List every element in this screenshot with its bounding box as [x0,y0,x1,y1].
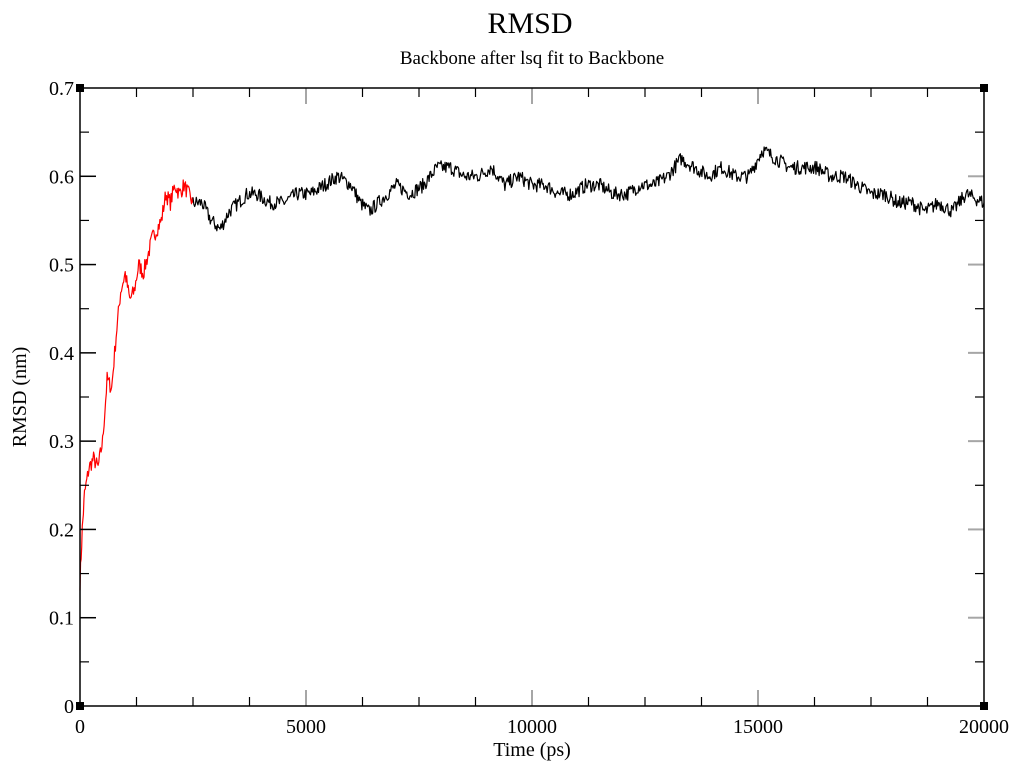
y-tick-label-5: 0.5 [49,255,74,277]
corner-handle-3 [980,702,988,710]
y-tick-label-2: 0.2 [49,519,74,541]
corner-handle-0 [76,84,84,92]
x-tick-label-0: 0 [75,716,85,738]
x-tick-label-2: 10000 [507,716,557,738]
y-tick-label-1: 0.1 [49,608,74,630]
y-tick-label-4: 0.4 [49,343,74,365]
x-axis-label: Time (ps) [493,739,571,761]
tick-layer [80,88,984,706]
y-tick-label-6: 0.6 [49,166,74,188]
x-tick-label-4: 20000 [959,716,1009,738]
y-tick-label-3: 0.3 [49,431,74,453]
corner-handle-1 [980,84,988,92]
y-tick-label-0: 0 [64,696,74,718]
tick-label-layer: 0 5000 10000 15000 20000 0 0.1 0.2 0.3 0.4 0.5 0.6 0… [49,78,1009,738]
y-tick-label-7: 0.7 [49,78,74,100]
x-tick-label-3: 15000 [733,716,783,738]
series-line-1 [192,146,985,232]
corner-handles [76,84,988,710]
chart-title: RMSD [487,7,572,40]
grid-layer [305,88,984,706]
series-layer [79,146,985,591]
corner-handle-2 [76,702,84,710]
series-line-0 [79,179,194,591]
x-tick-label-1: 5000 [286,716,326,738]
chart-subtitle: Backbone after lsq fit to Backbone [400,48,664,69]
y-axis-label: RMSD (nm) [9,347,31,448]
